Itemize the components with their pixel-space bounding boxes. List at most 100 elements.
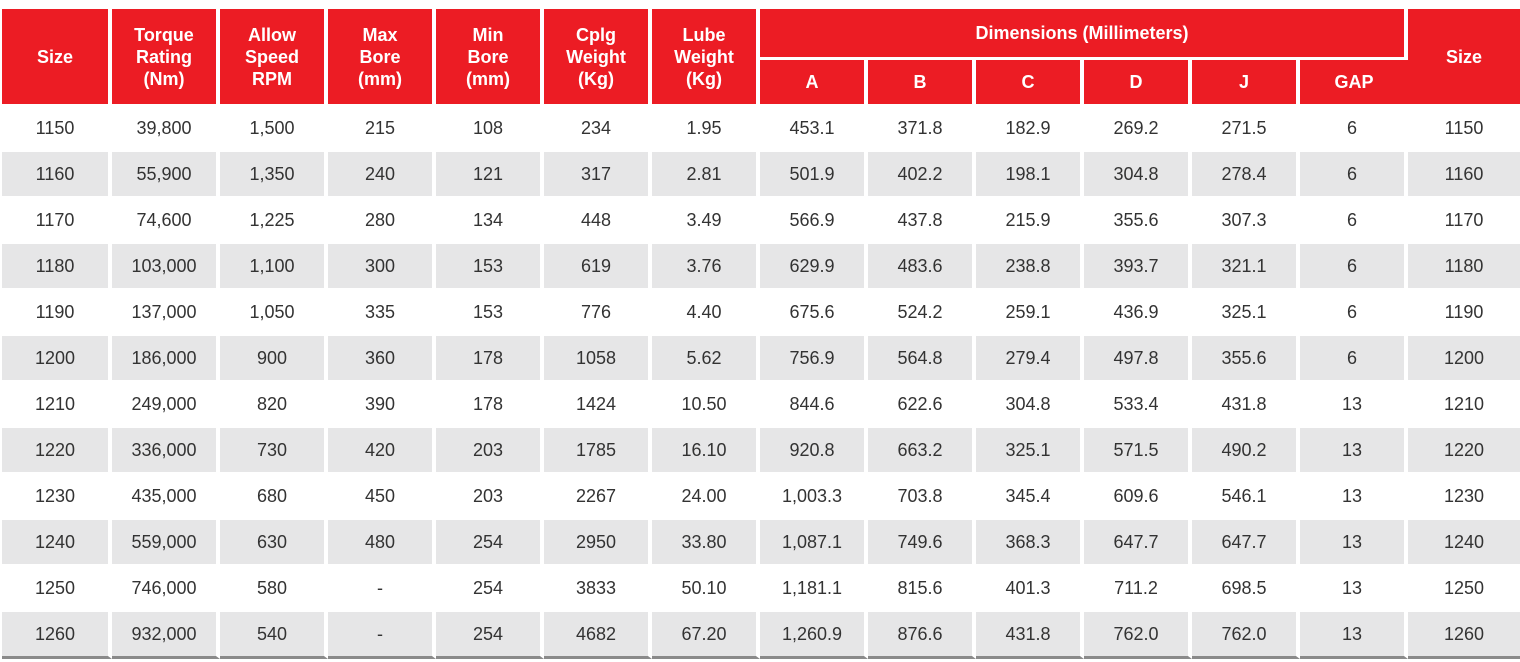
header-dim-gap: GAP	[1300, 57, 1409, 104]
table-row: 1240 559,000 630 480 254 2950 33.80 1,087.1 749.…	[2, 518, 1520, 564]
table-cell: 1240	[2, 518, 112, 564]
table-cell: 325.1	[976, 426, 1084, 472]
table-cell: 711.2	[1084, 564, 1192, 610]
table-row: 1190 137,000 1,050 335 153 776 4.40 675.6 524.2 2…	[2, 288, 1520, 334]
table-cell: 401.3	[976, 564, 1084, 610]
header-lube-weight: Lube Weight (Kg)	[652, 9, 760, 104]
table-row: 1180 103,000 1,100 300 153 619 3.76 629.9 483.6 2…	[2, 242, 1520, 288]
table-cell: 198.1	[976, 150, 1084, 196]
table-cell: 182.9	[976, 104, 1084, 150]
table-cell: 325.1	[1192, 288, 1300, 334]
table-cell: 1160	[2, 150, 112, 196]
table-cell: 762.0	[1192, 610, 1300, 659]
header-line: Bore	[359, 46, 401, 67]
header-line: Allow	[248, 24, 296, 45]
table-cell: 215	[328, 104, 436, 150]
header-line: Min	[472, 24, 504, 45]
table-cell: 254	[436, 610, 544, 659]
table-cell: 5.62	[652, 334, 760, 380]
header-line: Max	[362, 24, 398, 45]
table-cell: 564.8	[868, 334, 976, 380]
table-cell: 13	[1300, 472, 1409, 518]
table-cell: 703.8	[868, 472, 976, 518]
table-cell: 238.8	[976, 242, 1084, 288]
table-cell: 1,087.1	[760, 518, 868, 564]
table-cell: 3.49	[652, 196, 760, 242]
table-cell: 6	[1300, 104, 1409, 150]
table-cell: 546.1	[1192, 472, 1300, 518]
table-cell: 533.4	[1084, 380, 1192, 426]
table-cell: 1210	[1408, 380, 1520, 426]
table-cell: 307.3	[1192, 196, 1300, 242]
table-cell: 203	[436, 472, 544, 518]
table-cell: 609.6	[1084, 472, 1192, 518]
table-cell: 1190	[2, 288, 112, 334]
table-cell: 1190	[1408, 288, 1520, 334]
table-cell: 490.2	[1192, 426, 1300, 472]
table-row: 1220 336,000 730 420 203 1785 16.10 920.8 663.2 3…	[2, 426, 1520, 472]
table-cell: 2.81	[652, 150, 760, 196]
header-label: Size	[36, 46, 74, 67]
table-cell: 178	[436, 380, 544, 426]
header-dim-a: A	[760, 57, 868, 104]
table-cell: 254	[436, 564, 544, 610]
header-line: (Kg)	[686, 68, 722, 89]
header-dim-j: J	[1192, 57, 1300, 104]
table-cell: 571.5	[1084, 426, 1192, 472]
table-cell: 431.8	[1192, 380, 1300, 426]
table-cell: 2267	[544, 472, 652, 518]
table-cell: 1.95	[652, 104, 760, 150]
table-cell: 74,600	[112, 196, 220, 242]
table-cell: 756.9	[760, 334, 868, 380]
table-cell: 1150	[2, 104, 112, 150]
table-cell: 186,000	[112, 334, 220, 380]
table-cell: 1170	[1408, 196, 1520, 242]
table-cell: 1424	[544, 380, 652, 426]
header-max-bore: Max Bore (mm)	[328, 9, 436, 104]
header-allow-speed: Allow Speed RPM	[220, 9, 328, 104]
table-cell: 240	[328, 150, 436, 196]
table-header: Size Torque Rating (Nm) Allow Speed RPM …	[2, 9, 1520, 104]
table-cell: 1220	[2, 426, 112, 472]
table-cell: 480	[328, 518, 436, 564]
table-cell: 1,100	[220, 242, 328, 288]
table-cell: 103,000	[112, 242, 220, 288]
table-cell: 566.9	[760, 196, 868, 242]
table-row: 1250 746,000 580-254 3833 50.10 1,181.1 815.6 4…	[2, 564, 1520, 610]
table-cell: 1180	[1408, 242, 1520, 288]
table-cell: 746,000	[112, 564, 220, 610]
table-row: 1260 932,000 540-254 4682 67.20 1,260.9 876.6 4…	[2, 610, 1520, 659]
table-cell: 336,000	[112, 426, 220, 472]
table-cell: 215.9	[976, 196, 1084, 242]
table-cell: 203	[436, 426, 544, 472]
header-label: Dimensions (Millimeters)	[975, 23, 1189, 43]
header-size-left: Size	[2, 9, 112, 104]
table-cell: 680	[220, 472, 328, 518]
header-line: Cplg	[576, 24, 616, 45]
table-cell: 10.50	[652, 380, 760, 426]
header-line: Bore	[467, 46, 509, 67]
table-cell: 932,000	[112, 610, 220, 659]
table-cell: 3833	[544, 564, 652, 610]
table-cell: 762.0	[1084, 610, 1192, 659]
table-cell: 1,350	[220, 150, 328, 196]
table-cell: 647.7	[1192, 518, 1300, 564]
header-line: (Kg)	[578, 68, 614, 89]
table-cell: 1,225	[220, 196, 328, 242]
table-cell: 1230	[1408, 472, 1520, 518]
table-cell: 137,000	[112, 288, 220, 334]
table-cell: 629.9	[760, 242, 868, 288]
table-cell: 360	[328, 334, 436, 380]
table-cell: 6	[1300, 196, 1409, 242]
table-cell: 663.2	[868, 426, 976, 472]
table-cell: 1,260.9	[760, 610, 868, 659]
header-line: Speed	[244, 46, 300, 67]
table-cell: 355.6	[1192, 334, 1300, 380]
table-cell: 1220	[1408, 426, 1520, 472]
table-cell: 1,181.1	[760, 564, 868, 610]
table-cell: 178	[436, 334, 544, 380]
table-cell: 67.20	[652, 610, 760, 659]
header-line: Torque	[134, 24, 194, 45]
table-cell: 33.80	[652, 518, 760, 564]
table-cell: 483.6	[868, 242, 976, 288]
